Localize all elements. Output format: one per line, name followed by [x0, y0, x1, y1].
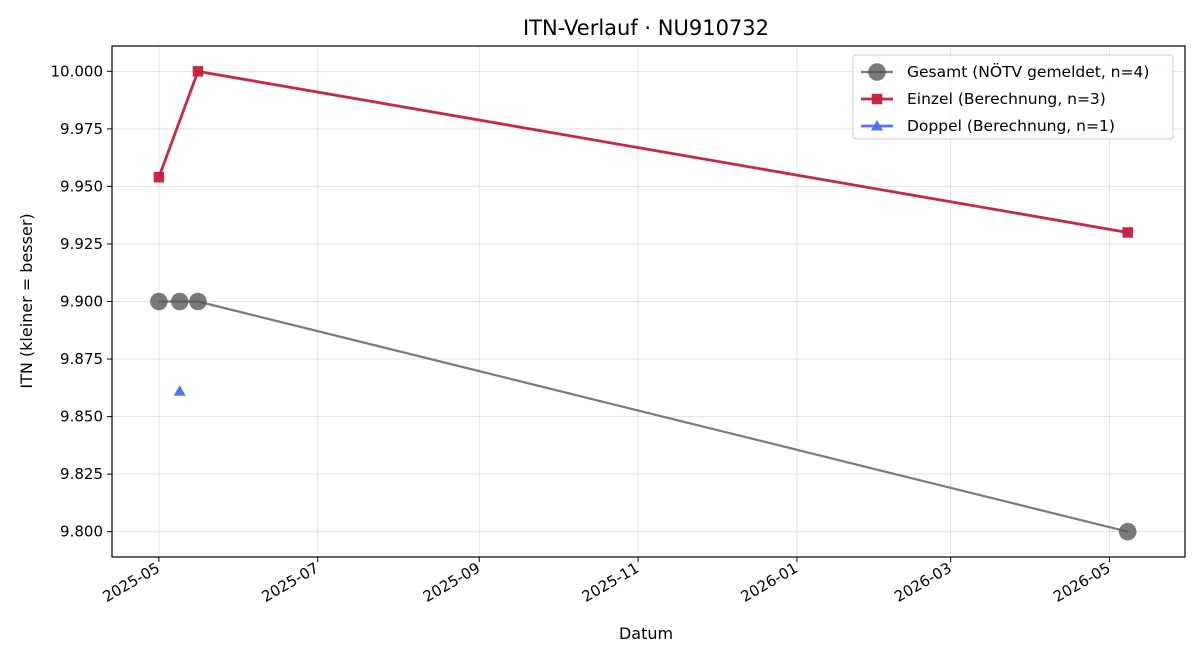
data-point-marker	[150, 292, 168, 311]
legend-label: Doppel (Berechnung, n=1)	[907, 117, 1115, 135]
x-tick-label: 2025-07	[258, 559, 321, 606]
legend-box	[852, 54, 1174, 140]
x-axis-label: Datum	[619, 624, 673, 643]
legend-marker	[871, 120, 883, 131]
x-axis-ticks: 2025-05 2025-07 2025-09 2025-11 2026-01 2026-…	[100, 557, 1113, 606]
y-tick-label: 9.800	[60, 523, 103, 541]
data-point-marker	[170, 292, 189, 311]
legend: Gesamt (NÖTV gemeldet, n=4) Einzel (Berec…	[852, 54, 1174, 140]
x-tick-label: 2025-05	[100, 559, 163, 606]
y-tick-label: 9.900	[60, 293, 103, 311]
legend-item: Einzel (Berechnung, n=3)	[861, 90, 1106, 108]
data-point-marker	[173, 385, 186, 396]
data-point-marker	[189, 292, 207, 311]
series-layer	[150, 66, 1137, 541]
x-tick-label: 2026-01	[738, 559, 801, 606]
y-axis-label: ITN (kleiner = besser)	[17, 213, 36, 388]
data-point-marker	[1122, 227, 1133, 238]
x-tick-label: 2025-09	[420, 559, 483, 606]
chart-title: ITN-Verlauf · NU910732	[523, 16, 769, 40]
legend-marker	[871, 93, 883, 105]
y-tick-label: 9.925	[60, 235, 103, 253]
y-tick-label: 9.950	[60, 177, 103, 195]
data-point-marker	[192, 66, 204, 77]
series-doppel	[173, 385, 186, 396]
series-line	[158, 300, 1128, 533]
legend-item: Gesamt (NÖTV gemeldet, n=4)	[861, 62, 1149, 81]
series-gesamt	[150, 292, 1137, 541]
legend-marker	[868, 63, 886, 81]
x-tick-label: 2025-11	[579, 559, 642, 606]
x-tick-label: 2026-03	[891, 559, 954, 606]
data-point-marker	[1118, 522, 1137, 541]
y-tick-label: 9.975	[60, 120, 103, 138]
y-axis-ticks: 9.800 9.825 9.850 9.875 9.900 9.925 9.950 9.975…	[51, 62, 112, 541]
series-einzel	[153, 66, 1133, 238]
y-tick-label: 9.875	[60, 350, 103, 368]
y-tick-label: 9.850	[60, 408, 103, 426]
legend-item: Doppel (Berechnung, n=1)	[861, 117, 1115, 135]
data-point-marker	[153, 171, 165, 183]
y-tick-label: 9.825	[60, 465, 103, 483]
legend-label: Einzel (Berechnung, n=3)	[907, 90, 1106, 108]
y-tick-label: 10.000	[51, 62, 104, 80]
x-tick-label: 2026-05	[1050, 559, 1113, 606]
legend-label: Gesamt (NÖTV gemeldet, n=4)	[907, 62, 1149, 81]
